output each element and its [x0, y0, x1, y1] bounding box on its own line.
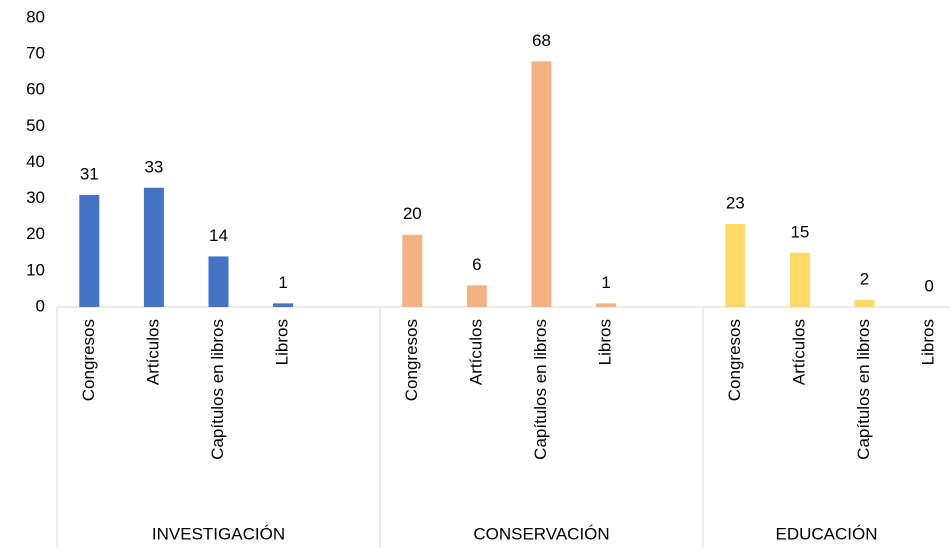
value-label: 0: [924, 276, 933, 295]
value-label: 14: [209, 226, 228, 245]
bar: [596, 303, 617, 307]
x-tick-label: Libros: [273, 319, 292, 365]
y-tick-label: 20: [26, 224, 45, 243]
value-label: 1: [278, 273, 287, 292]
group-label: EDUCACIÓN: [775, 524, 877, 543]
bar: [789, 252, 810, 307]
x-tick-label: Artículos: [789, 319, 808, 385]
bar: [143, 187, 164, 307]
value-label: 68: [532, 31, 551, 50]
x-tick-label: Congresos: [402, 319, 421, 401]
y-tick-label: 60: [26, 80, 45, 99]
value-label: 20: [403, 204, 422, 223]
value-label: 1: [601, 273, 610, 292]
y-tick-label: 70: [26, 44, 45, 63]
x-tick-label: Congresos: [725, 319, 744, 401]
bar: [854, 299, 875, 307]
value-label: 2: [860, 269, 869, 288]
group-label: CONSERVACIÓN: [473, 524, 609, 543]
bar: [531, 61, 552, 307]
x-tick-label: Artículos: [466, 319, 485, 385]
value-label: 23: [726, 193, 745, 212]
x-tick-label: Libros: [596, 319, 615, 365]
x-tick-label: Capítulos en libros: [208, 319, 227, 460]
bar: [273, 303, 294, 307]
x-tick-label: Capítulos en libros: [854, 319, 873, 460]
group-label: INVESTIGACIÓN: [152, 524, 285, 543]
value-label: 31: [80, 164, 99, 183]
value-label: 33: [144, 157, 163, 176]
bar: [725, 223, 746, 307]
x-tick-label: Capítulos en libros: [531, 319, 550, 460]
bar: [208, 256, 229, 307]
x-tick-label: Artículos: [143, 319, 162, 385]
y-tick-label: 40: [26, 152, 45, 171]
value-label: 6: [472, 255, 481, 274]
y-tick-label: 0: [36, 296, 45, 315]
bar: [79, 195, 100, 307]
x-tick-label: Congresos: [79, 319, 98, 401]
y-tick-label: 30: [26, 188, 45, 207]
y-tick-label: 80: [26, 7, 45, 26]
y-tick-label: 50: [26, 116, 45, 135]
x-tick-label: Libros: [919, 319, 938, 365]
y-tick-label: 10: [26, 260, 45, 279]
bar: [466, 285, 487, 307]
bar: [402, 234, 423, 307]
value-label: 15: [790, 222, 809, 241]
